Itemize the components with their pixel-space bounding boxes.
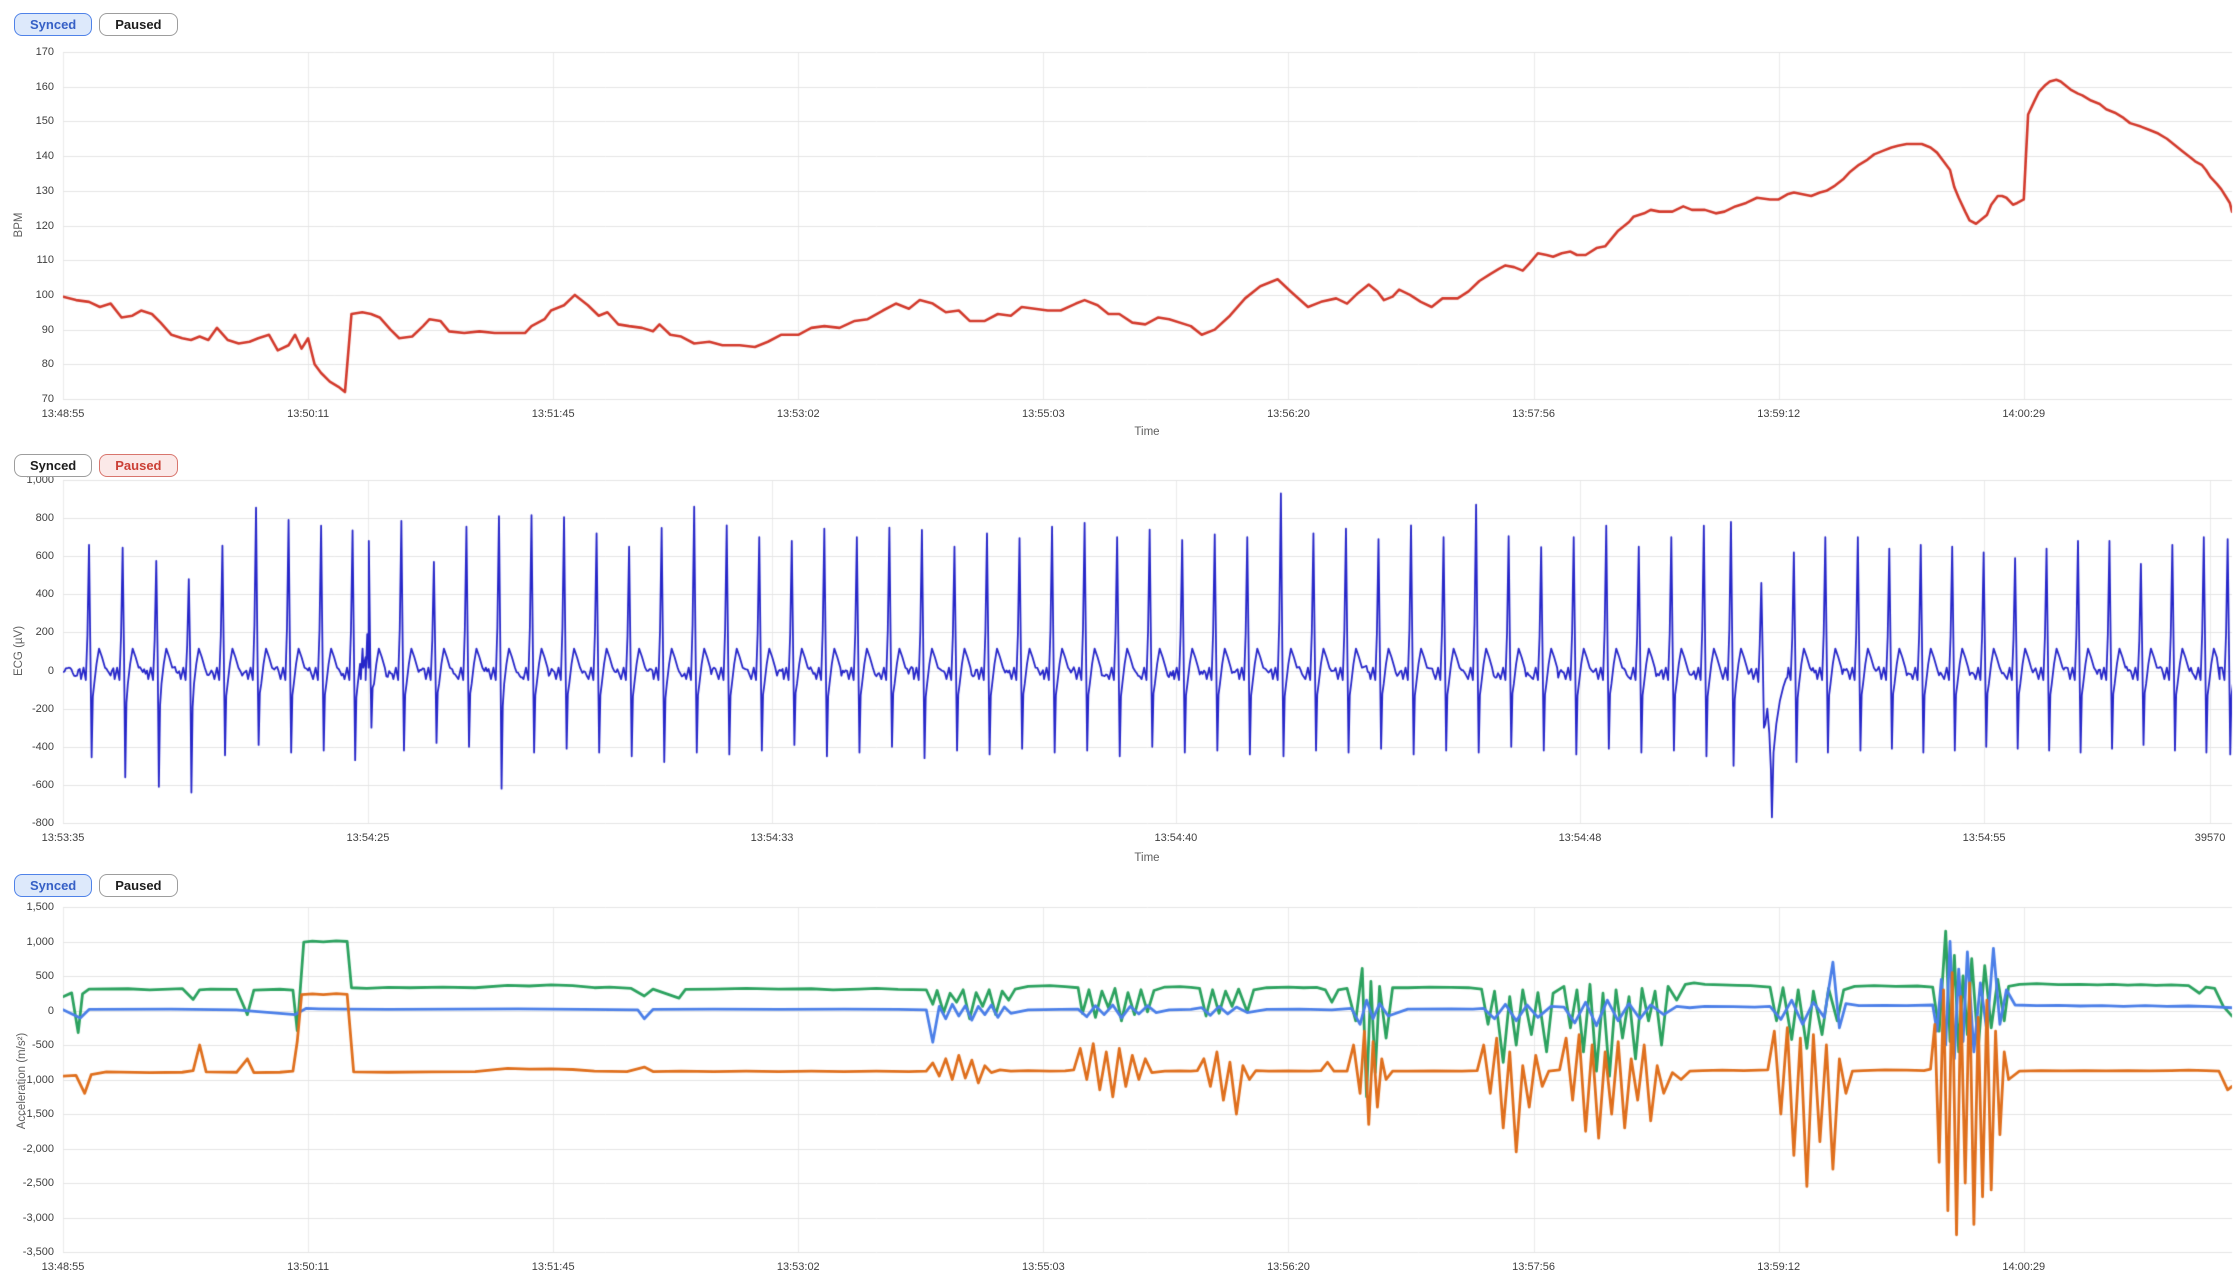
acceleration-plot-canvas[interactable] — [0, 870, 2238, 1282]
bpm-synced-button[interactable]: Synced — [14, 13, 93, 36]
ecg-x-axis-title: Time — [1134, 852, 1160, 864]
acceleration-chart-section: Synced Paused 1,500 1,000 500 0 -500 -1,000 -1… — [0, 870, 2238, 1282]
bpm-paused-button[interactable]: Paused — [99, 13, 178, 36]
acceleration-paused-button[interactable]: Paused — [99, 874, 178, 897]
ecg-synced-button[interactable]: Synced — [14, 454, 93, 477]
bpm-y-axis-title: BPM — [13, 212, 25, 238]
bpm-x-axis-title: Time — [1134, 426, 1160, 438]
bpm-toolbar: Synced Paused — [14, 13, 178, 36]
ecg-chart-section: Synced Paused 1,000 800 600 400 200 0 -200 -400… — [0, 445, 2238, 870]
acceleration-synced-button[interactable]: Synced — [14, 874, 93, 897]
ecg-toolbar: Synced Paused — [14, 454, 178, 477]
ecg-paused-button[interactable]: Paused — [99, 454, 178, 477]
bpm-chart-section: Synced Paused 170 160 150 140 130 120 110 100 90… — [0, 0, 2238, 445]
ecg-y-axis-title: ECG (µV) — [13, 625, 25, 677]
bpm-plot-canvas[interactable] — [0, 0, 2238, 445]
acceleration-y-axis-title: Acceleration (m/s²) — [16, 1032, 28, 1130]
acceleration-toolbar: Synced Paused — [14, 874, 178, 897]
ecg-plot-canvas[interactable] — [0, 445, 2238, 870]
